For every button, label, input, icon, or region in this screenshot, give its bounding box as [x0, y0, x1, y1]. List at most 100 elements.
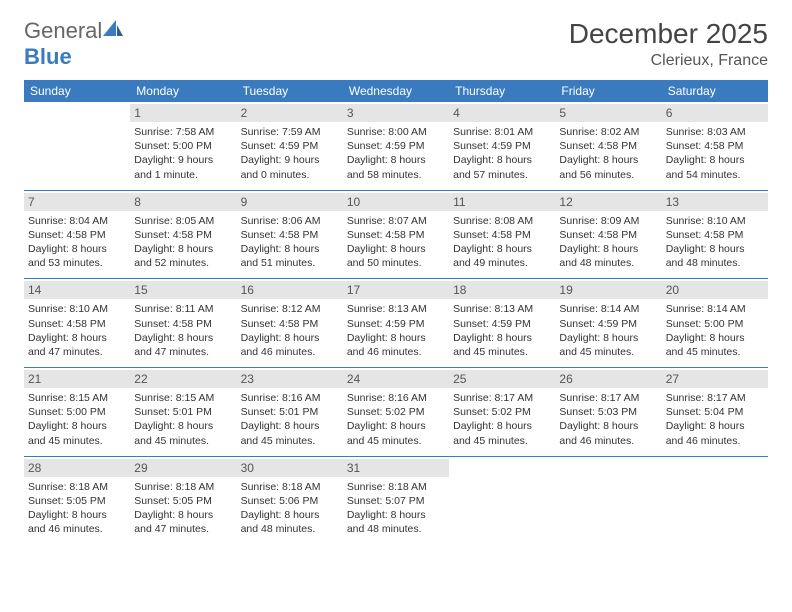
page-header: GeneralBlue December 2025 Clerieux, Fran… [24, 18, 768, 70]
calendar-cell [555, 456, 661, 544]
calendar-cell: 14Sunrise: 8:10 AMSunset: 4:58 PMDayligh… [24, 279, 130, 368]
day-info: Sunrise: 8:15 AMSunset: 5:00 PMDaylight:… [28, 391, 126, 448]
logo-text: GeneralBlue [24, 18, 125, 70]
month-title: December 2025 [569, 18, 768, 50]
sunset-text: Sunset: 4:58 PM [241, 317, 339, 331]
daylight-text: Daylight: 8 hours and 45 minutes. [134, 419, 232, 447]
sunset-text: Sunset: 5:07 PM [347, 494, 445, 508]
sunrise-text: Sunrise: 8:18 AM [28, 480, 126, 494]
calendar-cell: 21Sunrise: 8:15 AMSunset: 5:00 PMDayligh… [24, 368, 130, 457]
day-info: Sunrise: 8:17 AMSunset: 5:02 PMDaylight:… [453, 391, 551, 448]
day-info: Sunrise: 8:17 AMSunset: 5:03 PMDaylight:… [559, 391, 657, 448]
daylight-text: Daylight: 8 hours and 46 minutes. [666, 419, 764, 447]
daylight-text: Daylight: 8 hours and 56 minutes. [559, 153, 657, 181]
sunset-text: Sunset: 4:58 PM [559, 228, 657, 242]
calendar-cell [449, 456, 555, 544]
sunset-text: Sunset: 4:58 PM [241, 228, 339, 242]
sunset-text: Sunset: 4:59 PM [347, 317, 445, 331]
day-number: 20 [662, 281, 768, 299]
day-number: 22 [130, 370, 236, 388]
calendar-cell: 11Sunrise: 8:08 AMSunset: 4:58 PMDayligh… [449, 190, 555, 279]
calendar-cell [662, 456, 768, 544]
day-number: 29 [130, 459, 236, 477]
calendar-cell: 18Sunrise: 8:13 AMSunset: 4:59 PMDayligh… [449, 279, 555, 368]
calendar-cell: 15Sunrise: 8:11 AMSunset: 4:58 PMDayligh… [130, 279, 236, 368]
sunset-text: Sunset: 4:59 PM [559, 317, 657, 331]
day-number: 9 [237, 193, 343, 211]
daylight-text: Daylight: 8 hours and 47 minutes. [28, 331, 126, 359]
calendar-cell: 6Sunrise: 8:03 AMSunset: 4:58 PMDaylight… [662, 102, 768, 190]
sunrise-text: Sunrise: 8:01 AM [453, 125, 551, 139]
daylight-text: Daylight: 8 hours and 54 minutes. [666, 153, 764, 181]
calendar-cell: 13Sunrise: 8:10 AMSunset: 4:58 PMDayligh… [662, 190, 768, 279]
logo: GeneralBlue [24, 18, 125, 70]
daylight-text: Daylight: 8 hours and 48 minutes. [241, 508, 339, 536]
calendar-cell: 23Sunrise: 8:16 AMSunset: 5:01 PMDayligh… [237, 368, 343, 457]
sunrise-text: Sunrise: 8:17 AM [666, 391, 764, 405]
day-info: Sunrise: 8:18 AMSunset: 5:05 PMDaylight:… [134, 480, 232, 537]
calendar-cell: 2Sunrise: 7:59 AMSunset: 4:59 PMDaylight… [237, 102, 343, 190]
day-info: Sunrise: 8:14 AMSunset: 5:00 PMDaylight:… [666, 302, 764, 359]
sunset-text: Sunset: 4:58 PM [666, 228, 764, 242]
day-info: Sunrise: 8:11 AMSunset: 4:58 PMDaylight:… [134, 302, 232, 359]
logo-text-a: General [24, 18, 102, 43]
weekday-header: Saturday [662, 80, 768, 102]
day-number: 14 [24, 281, 130, 299]
day-number: 16 [237, 281, 343, 299]
sunset-text: Sunset: 5:05 PM [134, 494, 232, 508]
daylight-text: Daylight: 8 hours and 45 minutes. [347, 419, 445, 447]
daylight-text: Daylight: 8 hours and 47 minutes. [134, 508, 232, 536]
sunset-text: Sunset: 5:00 PM [666, 317, 764, 331]
day-info: Sunrise: 8:16 AMSunset: 5:02 PMDaylight:… [347, 391, 445, 448]
sunrise-text: Sunrise: 8:13 AM [453, 302, 551, 316]
daylight-text: Daylight: 8 hours and 57 minutes. [453, 153, 551, 181]
location-text: Clerieux, France [569, 52, 768, 70]
day-info: Sunrise: 8:14 AMSunset: 4:59 PMDaylight:… [559, 302, 657, 359]
sunset-text: Sunset: 5:02 PM [453, 405, 551, 419]
calendar-cell: 4 Sunrise: 8:01 AMSunset: 4:59 PMDaylight… [449, 102, 555, 190]
sunrise-text: Sunrise: 8:14 AM [666, 302, 764, 316]
calendar-cell: 3 Sunrise: 8:00 AMSunset: 4:59 PMDaylight… [343, 102, 449, 190]
calendar-cell: 22 Sunrise: 8:15 AMSunset: 5:01 PMDayligh… [130, 368, 236, 457]
day-info: Sunrise: 8:00 AMSunset: 4:59 PMDaylight:… [347, 125, 445, 182]
daylight-text: Daylight: 8 hours and 46 minutes. [28, 508, 126, 536]
sunrise-text: Sunrise: 8:15 AM [28, 391, 126, 405]
day-info: Sunrise: 8:18 AMSunset: 5:07 PMDaylight:… [347, 480, 445, 537]
day-info: Sunrise: 8:13 AMSunset: 4:59 PMDaylight:… [453, 302, 551, 359]
day-info: Sunrise: 8:08 AMSunset: 4:58 PMDaylight:… [453, 214, 551, 271]
day-info: Sunrise: 8:15 AMSunset: 5:01 PMDaylight:… [134, 391, 232, 448]
daylight-text: Daylight: 8 hours and 51 minutes. [241, 242, 339, 270]
sunset-text: Sunset: 4:58 PM [28, 317, 126, 331]
day-info: Sunrise: 8:09 AMSunset: 4:58 PMDaylight:… [559, 214, 657, 271]
daylight-text: Daylight: 9 hours and 0 minutes. [241, 153, 339, 181]
daylight-text: Daylight: 8 hours and 50 minutes. [347, 242, 445, 270]
weekday-header: Friday [555, 80, 661, 102]
sunrise-text: Sunrise: 8:17 AM [453, 391, 551, 405]
weekday-header: Monday [130, 80, 236, 102]
calendar-cell: 20 Sunrise: 8:14 AMSunset: 5:00 PMDayligh… [662, 279, 768, 368]
sunset-text: Sunset: 4:58 PM [559, 139, 657, 153]
sunset-text: Sunset: 4:58 PM [347, 228, 445, 242]
day-info: Sunrise: 8:07 AMSunset: 4:58 PMDaylight:… [347, 214, 445, 271]
title-block: December 2025 Clerieux, France [569, 18, 768, 70]
day-info: Sunrise: 7:58 AMSunset: 5:00 PMDaylight:… [134, 125, 232, 182]
day-info: Sunrise: 8:16 AMSunset: 5:01 PMDaylight:… [241, 391, 339, 448]
sunrise-text: Sunrise: 8:12 AM [241, 302, 339, 316]
calendar-cell: 28Sunrise: 8:18 AMSunset: 5:05 PMDayligh… [24, 456, 130, 544]
day-info: Sunrise: 8:01 AMSunset: 4:59 PMDaylight:… [453, 125, 551, 182]
sunset-text: Sunset: 5:00 PM [134, 139, 232, 153]
calendar-cell: 25Sunrise: 8:17 AMSunset: 5:02 PMDayligh… [449, 368, 555, 457]
day-number: 5 [555, 104, 661, 122]
daylight-text: Daylight: 8 hours and 46 minutes. [347, 331, 445, 359]
calendar-cell: 16Sunrise: 8:12 AMSunset: 4:58 PMDayligh… [237, 279, 343, 368]
day-number: 30 [237, 459, 343, 477]
day-number: 4 [449, 104, 555, 122]
sunrise-text: Sunrise: 8:17 AM [559, 391, 657, 405]
calendar-cell: 24 Sunrise: 8:16 AMSunset: 5:02 PMDayligh… [343, 368, 449, 457]
sunset-text: Sunset: 4:59 PM [241, 139, 339, 153]
sunset-text: Sunset: 5:00 PM [28, 405, 126, 419]
day-number: 3 [343, 104, 449, 122]
sunset-text: Sunset: 4:58 PM [28, 228, 126, 242]
day-number: 24 [343, 370, 449, 388]
sunrise-text: Sunrise: 8:09 AM [559, 214, 657, 228]
